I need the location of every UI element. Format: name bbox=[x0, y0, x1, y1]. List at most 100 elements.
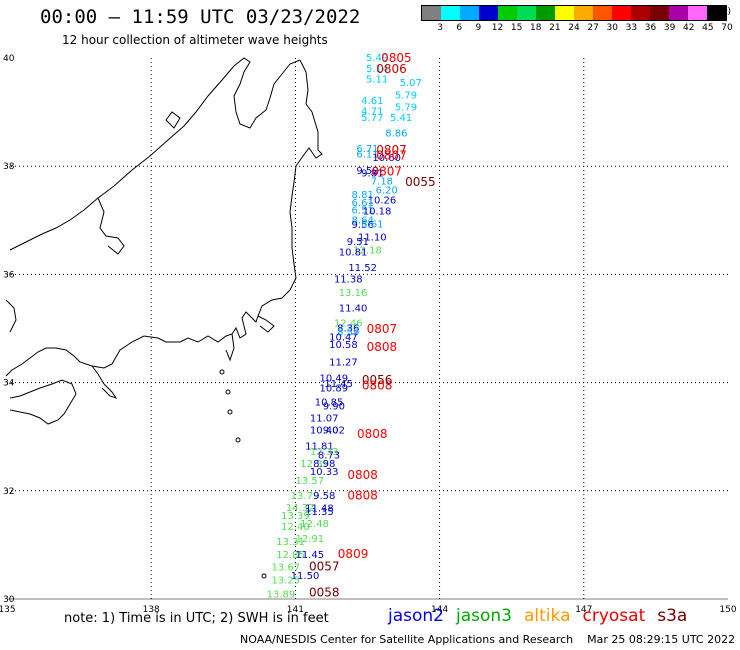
wave-height-label: 9.51 bbox=[347, 237, 369, 248]
wave-height-label: 4.71 bbox=[361, 106, 383, 117]
wave-height-label: 8.36 bbox=[337, 324, 359, 335]
wave-height-label: 10.26 bbox=[368, 196, 397, 207]
wave-height-label: 12.85 bbox=[276, 550, 305, 561]
lon-tick-label: 150 bbox=[719, 605, 736, 615]
wave-height-label: 10.33 bbox=[310, 467, 339, 478]
wave-height-label: 10.40 bbox=[310, 425, 339, 436]
wave-height-label: 11.52 bbox=[348, 263, 377, 274]
lat-tick-label: 30 bbox=[3, 595, 15, 605]
legend-swatch bbox=[555, 6, 574, 20]
legend-tick-label: 18 bbox=[530, 23, 542, 33]
wave-height-label: 7.18 bbox=[371, 177, 393, 188]
wave-height-label: 5.79 bbox=[395, 102, 417, 113]
wave-height-label: 9.59 bbox=[356, 166, 378, 177]
wave-height-label: 6.71 bbox=[356, 144, 378, 155]
izu-island bbox=[219, 369, 225, 375]
wave-height-label: 13.57 bbox=[295, 476, 324, 487]
pass-time-label: 0806 bbox=[376, 62, 407, 76]
kii-peninsula bbox=[91, 365, 118, 399]
satellite-jason2: jason2 bbox=[388, 606, 444, 626]
wave-height-label: 13.89 bbox=[267, 589, 296, 600]
wave-height-label: 12.35 bbox=[300, 459, 329, 470]
legend-tick-label: 24 bbox=[568, 23, 580, 33]
wave-height-label: 11.07 bbox=[310, 414, 339, 425]
wave-height-label: 12.48 bbox=[300, 519, 329, 530]
wave-height-label: 5.77 bbox=[361, 113, 383, 124]
wave-height-label: 11.35 bbox=[305, 507, 334, 518]
legend-swatch bbox=[669, 6, 688, 20]
wave-height-label: 11.45 bbox=[324, 379, 353, 390]
lon-tick-label: 138 bbox=[143, 605, 160, 615]
wave-height-label: 14.32 bbox=[286, 503, 315, 514]
shikoku-coastline bbox=[9, 379, 77, 425]
wave-height-label: 6.20 bbox=[376, 185, 398, 196]
wave-height-label: 13.79 bbox=[291, 491, 320, 502]
wave-height-label: 8.73 bbox=[318, 450, 340, 461]
wave-height-label: 6.11 bbox=[356, 150, 378, 161]
pass-time-label: 0057 bbox=[309, 559, 340, 573]
pass-time-label: 0807 bbox=[367, 322, 398, 336]
lon-tick-label: 147 bbox=[575, 605, 592, 615]
wave-height-label: 9.58 bbox=[313, 491, 335, 502]
credit-line: NOAA/NESDIS Center for Satellite Applica… bbox=[240, 633, 736, 646]
wave-height-label: 6.51 bbox=[352, 205, 374, 216]
legend-swatch bbox=[460, 6, 479, 20]
wave-height-label: 11.27 bbox=[329, 357, 358, 368]
lon-tick-label: 135 bbox=[0, 605, 16, 615]
wave-height-label: 9.90 bbox=[323, 402, 345, 413]
legend-swatch bbox=[688, 6, 707, 20]
satellite-s3a: s3a bbox=[657, 606, 688, 626]
legend-swatch bbox=[498, 6, 517, 20]
wave-height-label: 11.10 bbox=[358, 232, 387, 243]
wave-height-label: 10.47 bbox=[329, 332, 358, 343]
wave-height-label: 13.67 bbox=[271, 562, 300, 573]
wave-height-label: 5.41 bbox=[390, 113, 412, 124]
legend-tick-label: 21 bbox=[549, 23, 561, 33]
wave-height-label: 8.61 bbox=[361, 219, 383, 230]
legend-tick-label: 33 bbox=[625, 23, 638, 33]
wave-height-label: 10.18 bbox=[363, 206, 392, 217]
lat-tick-label: 32 bbox=[3, 487, 14, 497]
pass-time-label: 0808 bbox=[357, 427, 388, 441]
legend-tick-label: 9 bbox=[475, 23, 482, 33]
wave-height-label: 11.45 bbox=[295, 550, 324, 561]
wave-height-label: 5.79 bbox=[395, 91, 417, 102]
izu-island bbox=[227, 409, 233, 415]
legend-swatch bbox=[574, 6, 593, 20]
footnote: note: 1) Time is in UTC; 2) SWH is in fe… bbox=[64, 611, 329, 626]
izu-island bbox=[235, 437, 241, 443]
pass-times-layer: 0805080608070807080700550807080800560808… bbox=[309, 51, 436, 600]
sado-island bbox=[165, 111, 181, 129]
wave-height-label: 9.02 bbox=[323, 425, 345, 436]
wave-height-label: 10.49 bbox=[320, 374, 349, 385]
legend-swatch bbox=[517, 6, 536, 20]
wave-height-label: 12.40 bbox=[281, 522, 310, 533]
color-scale-legend: 3 6 9 12 15 18 21 24 27 30 33 36 39 42 45 70 (ft) bbox=[421, 5, 733, 35]
wave-height-label: 4.61 bbox=[361, 96, 383, 107]
lat-tick-label: 34 bbox=[3, 379, 15, 389]
pass-time-label: 0808 bbox=[362, 379, 393, 393]
wave-height-label: 12.18 bbox=[353, 245, 382, 256]
satellite-jason3: jason3 bbox=[456, 606, 512, 626]
satellite-legend: jason2 jason3 altika cryosat s3a bbox=[388, 606, 699, 626]
pass-time-label: 0808 bbox=[347, 488, 378, 502]
lat-tick-label: 38 bbox=[3, 162, 15, 172]
legend-tick-label: 36 bbox=[644, 23, 657, 33]
legend-swatch bbox=[612, 6, 631, 20]
wave-height-label: 11.48 bbox=[305, 503, 334, 514]
wave-height-label: 10.58 bbox=[329, 340, 358, 351]
legend-swatch bbox=[707, 6, 726, 20]
legend-tick-label: 39 bbox=[663, 23, 676, 33]
legend-tick-label: 15 bbox=[510, 23, 523, 33]
legend-swatch bbox=[593, 6, 612, 20]
legend-tick-label: 6 bbox=[456, 23, 463, 33]
wave-height-label: 5.14 bbox=[366, 64, 388, 75]
wave-height-label: 10.60 bbox=[372, 153, 401, 164]
boso-peninsula bbox=[257, 315, 275, 333]
legend-swatch bbox=[631, 6, 650, 20]
legend-tick-label: 42 bbox=[683, 23, 695, 33]
legend-tick-label: 3 bbox=[437, 23, 443, 33]
pass-time-label: 0058 bbox=[309, 585, 340, 599]
pass-time-label: 0808 bbox=[347, 468, 378, 482]
